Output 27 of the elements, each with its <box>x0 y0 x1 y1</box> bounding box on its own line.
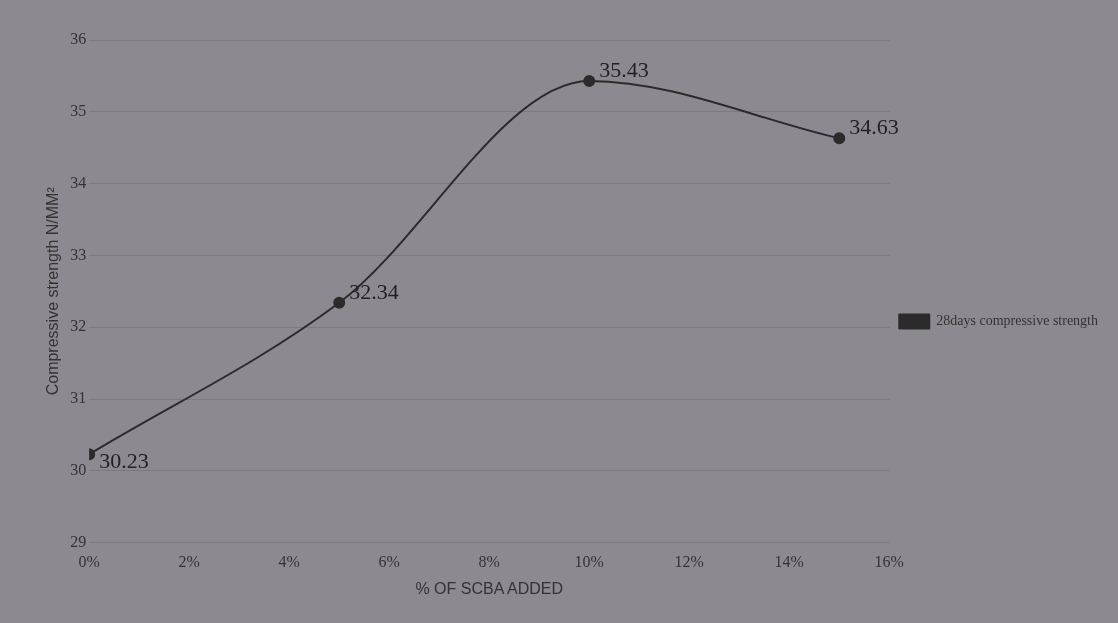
y-tick-label: 36 <box>70 30 87 48</box>
y-tick-label: 33 <box>70 245 87 263</box>
x-tick-label: 6% <box>378 553 400 571</box>
x-tick-label: 12% <box>674 553 704 571</box>
y-tick-label: 29 <box>70 532 87 550</box>
x-tick-label: 14% <box>774 553 804 571</box>
x-tick-label: 4% <box>278 553 300 571</box>
point <box>583 74 596 87</box>
data-label: 30.23 <box>99 448 149 474</box>
x-tick-label: 16% <box>874 553 904 571</box>
data-label: 34.63 <box>849 114 899 140</box>
y-tick-label: 32 <box>70 317 87 335</box>
point <box>333 296 346 309</box>
y-tick-label: 30 <box>70 461 87 478</box>
y-axis-title: Compressive strength N/MM² <box>44 186 62 396</box>
legend-label: 28days compressive strength <box>936 313 1098 329</box>
y-tick-label: 35 <box>70 102 87 119</box>
x-axis-title: % OF SCBA ADDED <box>415 579 564 597</box>
y-tick-label: 34 <box>70 173 87 191</box>
point <box>833 132 846 145</box>
x-tick-label: 0% <box>78 553 100 571</box>
x-tick-label: 2% <box>178 553 200 571</box>
x-tick-label: 8% <box>478 553 500 571</box>
x-tick-label: 10% <box>574 553 604 571</box>
data-label: 35.43 <box>599 56 649 82</box>
y-tick-label: 31 <box>70 389 87 407</box>
data-label: 32.34 <box>349 278 399 304</box>
